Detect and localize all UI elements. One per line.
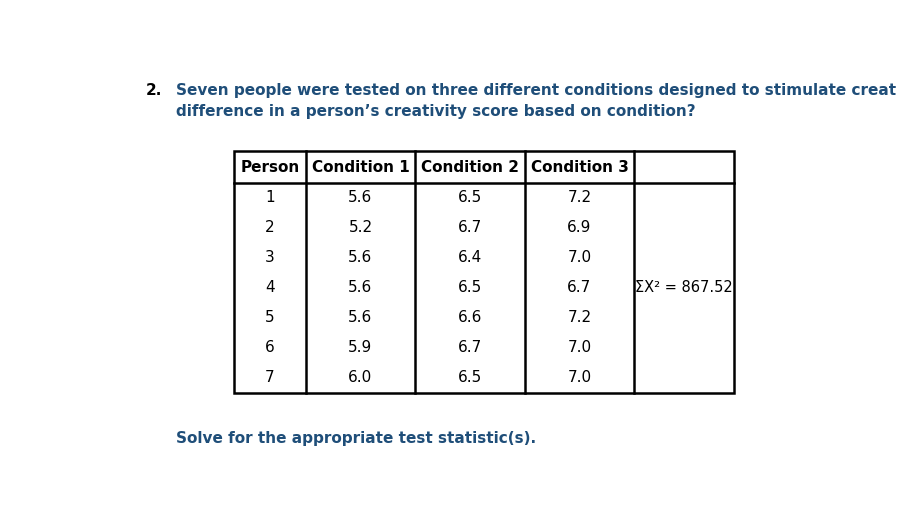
Text: 5.2: 5.2 bbox=[348, 220, 372, 235]
Text: 6.7: 6.7 bbox=[457, 340, 482, 356]
Text: 5.6: 5.6 bbox=[348, 190, 372, 206]
Text: Condition 2: Condition 2 bbox=[421, 160, 519, 175]
Text: 5: 5 bbox=[265, 311, 274, 325]
Text: 7: 7 bbox=[265, 370, 274, 385]
Text: 5.6: 5.6 bbox=[348, 251, 372, 265]
Text: 6.9: 6.9 bbox=[567, 220, 592, 235]
Text: Person: Person bbox=[240, 160, 300, 175]
Text: 7.0: 7.0 bbox=[568, 251, 591, 265]
Text: 2.: 2. bbox=[145, 83, 161, 98]
Text: 7.0: 7.0 bbox=[568, 370, 591, 385]
Text: 7.2: 7.2 bbox=[568, 190, 591, 206]
Text: 6.6: 6.6 bbox=[457, 311, 483, 325]
Text: ΣX² = 867.52: ΣX² = 867.52 bbox=[635, 280, 733, 295]
Text: 6.5: 6.5 bbox=[457, 280, 482, 295]
Text: 2: 2 bbox=[265, 220, 274, 235]
Text: 6.5: 6.5 bbox=[457, 370, 482, 385]
Text: Condition 3: Condition 3 bbox=[530, 160, 629, 175]
Text: 6.7: 6.7 bbox=[567, 280, 592, 295]
Text: 7.2: 7.2 bbox=[568, 311, 591, 325]
Text: 5.6: 5.6 bbox=[348, 280, 372, 295]
Text: Condition 1: Condition 1 bbox=[311, 160, 409, 175]
Text: 4: 4 bbox=[265, 280, 274, 295]
Text: 1: 1 bbox=[265, 190, 274, 206]
Text: 6.5: 6.5 bbox=[457, 190, 482, 206]
Text: 3: 3 bbox=[265, 251, 274, 265]
Text: 6.4: 6.4 bbox=[457, 251, 482, 265]
Text: 6.0: 6.0 bbox=[348, 370, 372, 385]
Text: 6: 6 bbox=[265, 340, 274, 356]
Text: 5.9: 5.9 bbox=[348, 340, 372, 356]
Text: 7.0: 7.0 bbox=[568, 340, 591, 356]
Text: 6.7: 6.7 bbox=[457, 220, 482, 235]
Text: Seven people were tested on three different conditions designed to stimulate cre: Seven people were tested on three differ… bbox=[176, 83, 897, 119]
Text: 5.6: 5.6 bbox=[348, 311, 372, 325]
Text: Solve for the appropriate test statistic(s).: Solve for the appropriate test statistic… bbox=[176, 431, 536, 446]
